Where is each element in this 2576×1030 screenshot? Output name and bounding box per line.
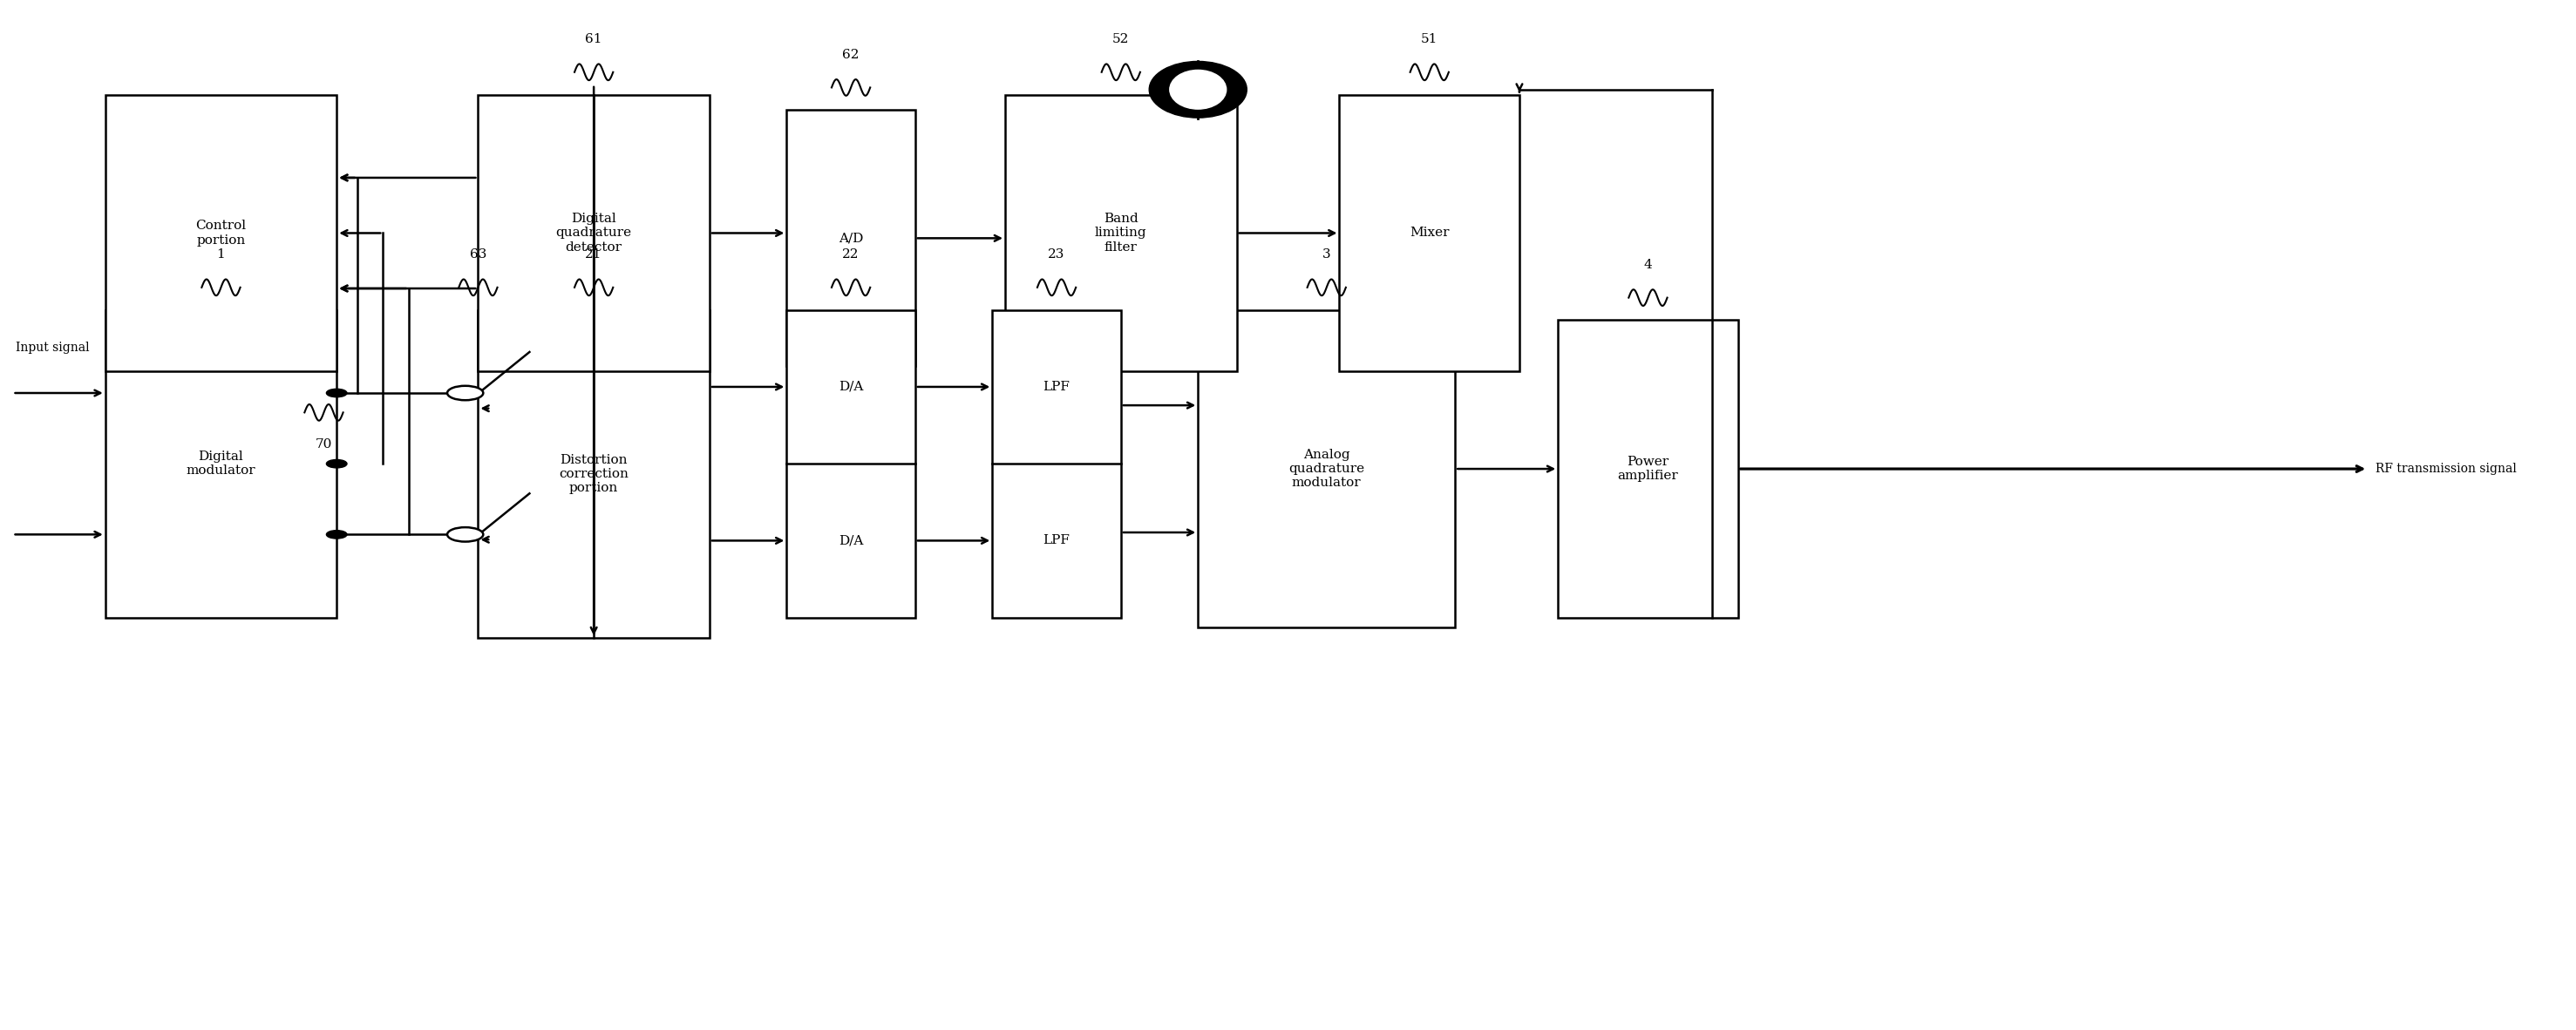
Text: Digital
quadrature
detector: Digital quadrature detector xyxy=(556,213,631,253)
Bar xyxy=(106,95,337,372)
Text: Distortion
correction
portion: Distortion correction portion xyxy=(559,454,629,494)
Bar xyxy=(106,310,337,618)
Ellipse shape xyxy=(1149,62,1247,117)
Text: 52: 52 xyxy=(1113,33,1128,45)
Bar xyxy=(479,95,708,372)
Text: RF transmission signal: RF transmission signal xyxy=(2375,462,2517,475)
Text: D/A: D/A xyxy=(840,381,863,393)
Text: 63: 63 xyxy=(469,248,487,261)
Text: Power
amplifier: Power amplifier xyxy=(1618,455,1680,482)
Circle shape xyxy=(327,459,348,468)
Text: 23: 23 xyxy=(1048,248,1064,261)
Text: A/D: A/D xyxy=(840,232,863,244)
Bar xyxy=(1558,320,1739,618)
Text: 70: 70 xyxy=(314,438,332,450)
Text: 3: 3 xyxy=(1321,248,1332,261)
Text: 4: 4 xyxy=(1643,259,1651,271)
Text: LPF: LPF xyxy=(1043,381,1069,393)
Text: Digital
modulator: Digital modulator xyxy=(185,450,255,477)
Text: 62: 62 xyxy=(842,48,860,61)
Circle shape xyxy=(327,389,348,398)
Bar xyxy=(1340,95,1520,372)
Text: Input signal: Input signal xyxy=(15,342,90,354)
Bar xyxy=(992,310,1121,618)
Circle shape xyxy=(448,527,484,542)
Text: Control
portion: Control portion xyxy=(196,220,247,246)
Circle shape xyxy=(327,530,348,539)
Text: 22: 22 xyxy=(842,248,860,261)
Text: Mixer: Mixer xyxy=(1409,227,1450,239)
Text: 51: 51 xyxy=(1422,33,1437,45)
Text: 21: 21 xyxy=(585,248,603,261)
Bar xyxy=(1005,95,1236,372)
Text: 1: 1 xyxy=(216,248,224,261)
Bar xyxy=(1198,310,1455,627)
Bar xyxy=(479,310,708,638)
Text: LPF: LPF xyxy=(1043,535,1069,547)
Text: D/A: D/A xyxy=(840,535,863,547)
Bar xyxy=(786,110,914,367)
Text: Band
limiting
filter: Band limiting filter xyxy=(1095,213,1146,253)
Ellipse shape xyxy=(1170,70,1226,109)
Bar xyxy=(786,310,914,618)
Text: 61: 61 xyxy=(585,33,603,45)
Text: Analog
quadrature
modulator: Analog quadrature modulator xyxy=(1288,449,1365,489)
Circle shape xyxy=(448,386,484,401)
